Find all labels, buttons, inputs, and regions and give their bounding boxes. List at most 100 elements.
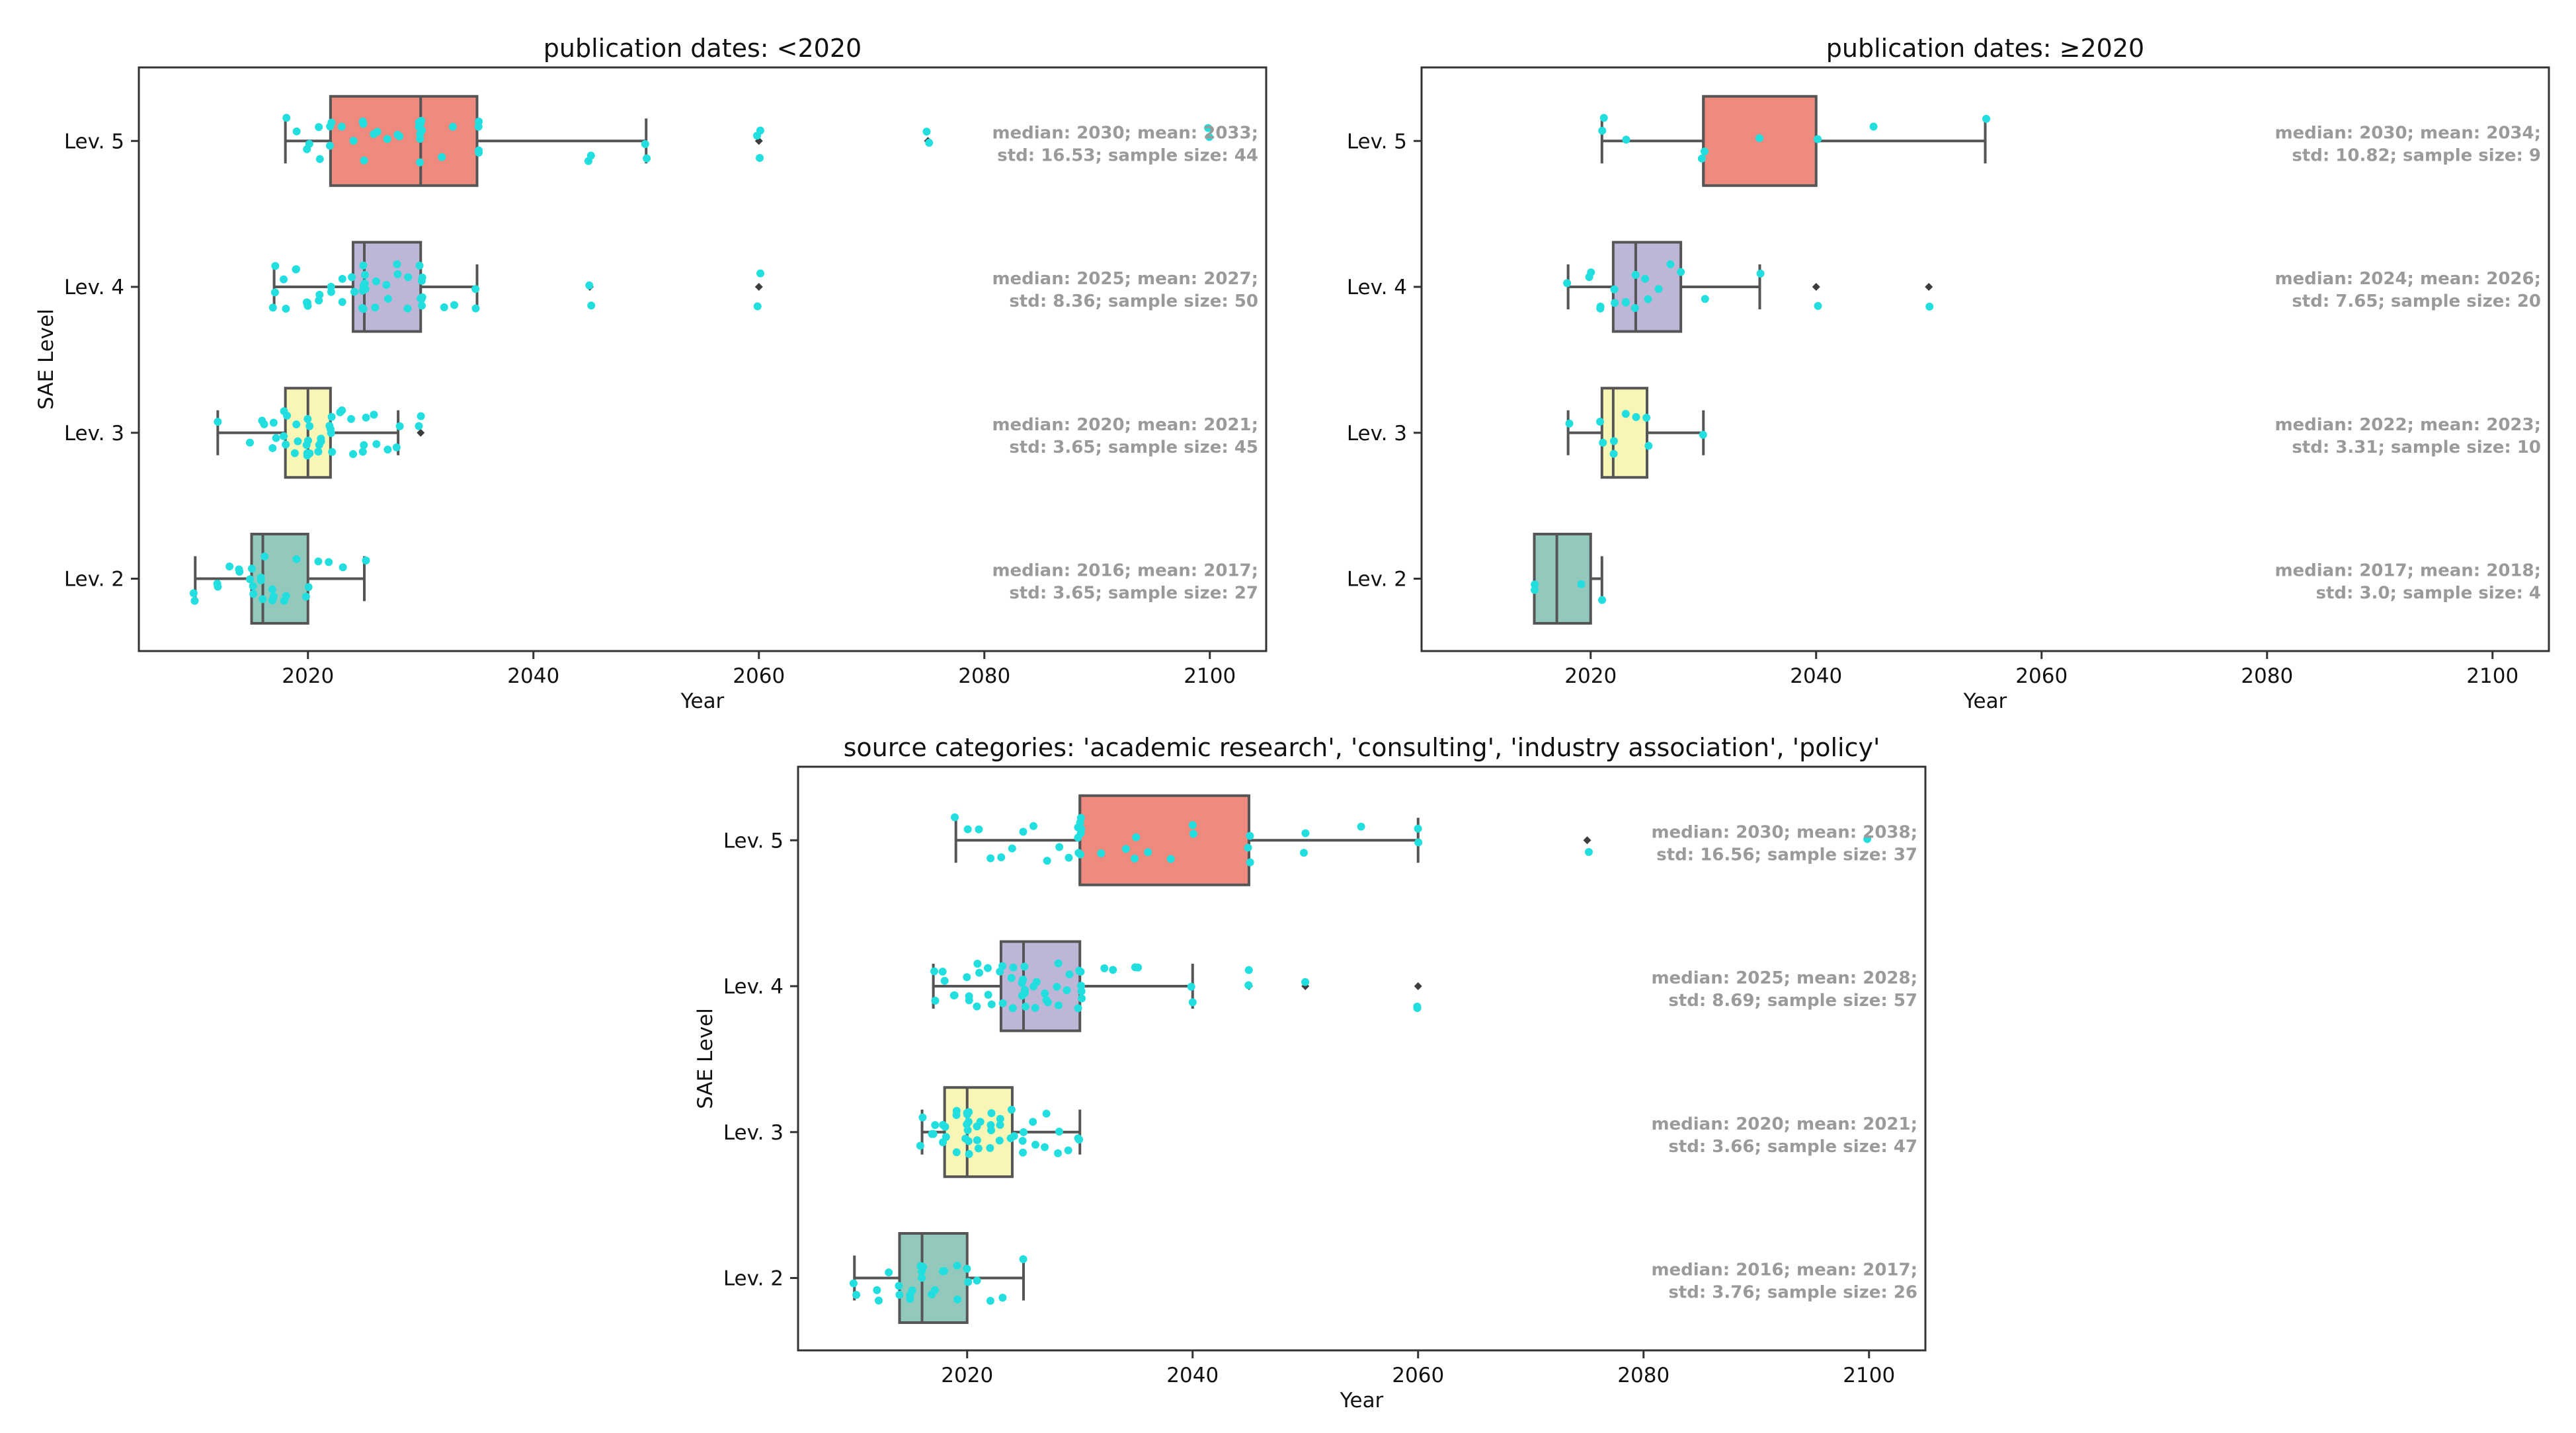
data-point (1121, 845, 1130, 853)
series-lev-3: median: 2020; mean: 2021; std: 3.65; samp… (214, 387, 1258, 479)
data-point (952, 1106, 961, 1115)
data-point (585, 281, 594, 290)
data-point (1188, 998, 1197, 1007)
y-axis-label: SAE Level (694, 1008, 717, 1109)
data-point (294, 437, 302, 445)
data-point (314, 557, 323, 566)
outlier-marker (1925, 283, 1933, 291)
data-point (1074, 1134, 1082, 1143)
outlier-marker (1414, 982, 1422, 991)
data-point (1100, 964, 1109, 972)
series-lev-5: median: 2030; mean: 2038; std: 16.56; sam… (951, 794, 1917, 886)
data-point (1054, 1149, 1063, 1157)
data-point (1018, 991, 1026, 1000)
data-point (941, 1122, 949, 1131)
data-point (418, 301, 426, 310)
data-point (1299, 849, 1308, 857)
data-point (1621, 410, 1630, 418)
series-lev-5: median: 2030; mean: 2034;std: 10.82; sam… (1598, 95, 2541, 187)
x-tick-label: 2060 (1392, 1364, 1444, 1387)
data-point (190, 597, 199, 605)
data-point (257, 573, 265, 582)
data-point (1007, 1105, 1016, 1114)
data-point (1008, 844, 1016, 853)
data-point (249, 590, 258, 598)
series-lev-3: median: 2020; mean: 2021; std: 3.66; samp… (916, 1086, 1917, 1179)
data-point (315, 155, 324, 163)
x-tick-label: 2040 (1166, 1364, 1219, 1387)
data-point (1076, 850, 1085, 859)
y-tick-label: Lev. 4 (64, 276, 124, 299)
data-point (963, 1264, 971, 1273)
data-point (986, 1296, 994, 1305)
data-point (440, 303, 448, 311)
data-point (885, 1268, 893, 1277)
data-point (268, 596, 276, 605)
x-axis-label: Year (680, 689, 725, 713)
data-point (1610, 285, 1619, 293)
data-point (874, 1296, 883, 1305)
data-point (349, 449, 358, 458)
data-point (214, 582, 222, 591)
stats-line-1: median: 2030; mean: 2033; (992, 123, 1258, 143)
data-point (973, 1002, 981, 1011)
data-point (1166, 855, 1175, 863)
outlier-marker (1583, 836, 1591, 845)
data-point (1044, 998, 1053, 1007)
data-point (942, 1133, 950, 1142)
data-point (450, 301, 459, 309)
data-point (1246, 832, 1254, 840)
stats-line-2: std: 3.0; sample size: 4 (2316, 584, 2542, 603)
data-point (438, 153, 446, 161)
data-point (249, 582, 257, 590)
data-point (415, 422, 423, 430)
data-point (1814, 135, 1822, 143)
data-point (1064, 1146, 1072, 1155)
data-point (963, 973, 971, 982)
plot-frame (1420, 66, 2550, 652)
data-point (448, 122, 457, 131)
data-point (214, 418, 222, 426)
data-point (1644, 442, 1653, 450)
data-point (358, 447, 367, 456)
data-point (587, 301, 596, 310)
data-point (1009, 963, 1018, 972)
x-tick-label: 2080 (2241, 664, 2293, 688)
data-point (1301, 978, 1310, 986)
data-point (983, 964, 992, 972)
data-point (1244, 966, 1253, 974)
data-point (245, 438, 254, 447)
data-point (1599, 438, 1607, 447)
data-point (327, 412, 336, 421)
chart-title: publication dates: ≥2020 (1826, 34, 2144, 63)
series-lev-4: median: 2025; mean: 2027;std: 8.36; samp… (268, 241, 1258, 333)
data-point (975, 825, 983, 833)
data-point (873, 1286, 881, 1294)
stats-line-2: std: 3.76; sample size: 26 (1668, 1283, 1917, 1303)
data-point (1055, 1127, 1063, 1136)
data-point (1041, 1143, 1049, 1151)
data-point (987, 1109, 996, 1118)
data-point (1699, 430, 1707, 439)
data-point (1414, 838, 1423, 847)
data-point (1357, 822, 1365, 831)
data-point (1018, 1136, 1027, 1145)
box (999, 940, 1082, 1032)
plot-frame (138, 66, 1268, 652)
data-point (973, 1122, 981, 1131)
data-point (225, 562, 234, 571)
data-point (325, 141, 334, 150)
stats-line-2: std: 16.56; sample size: 37 (1656, 845, 1917, 865)
y-tick-label: Lev. 4 (1347, 276, 1407, 299)
data-point (317, 434, 325, 443)
x-tick-label: 2020 (1564, 664, 1617, 688)
series-lev-5: median: 2030; mean: 2033;std: 16.53; sam… (282, 95, 1258, 187)
data-point (963, 1120, 971, 1129)
data-point (973, 960, 982, 968)
data-point (1577, 580, 1586, 588)
data-point (314, 447, 323, 456)
y-tick-label: Lev. 3 (723, 1121, 784, 1145)
data-point (1042, 1109, 1051, 1118)
data-point (1611, 299, 1619, 307)
